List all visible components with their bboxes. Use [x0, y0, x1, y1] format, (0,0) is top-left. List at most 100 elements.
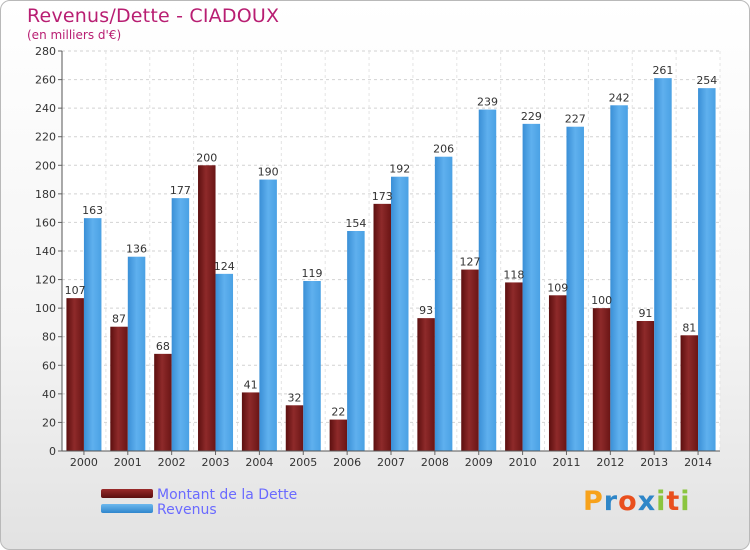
bar-revenus [391, 176, 409, 451]
y-tick-label: 20 [42, 416, 56, 429]
y-tick-label: 160 [35, 216, 56, 229]
bar-revenus [610, 105, 628, 452]
chart-subtitle: (en milliers d'€) [27, 28, 122, 42]
y-tick-label: 260 [35, 74, 56, 87]
data-label-revenus: 177 [170, 184, 191, 197]
legend-label-revenus: Revenus [157, 502, 217, 518]
data-label-dette: 68 [156, 340, 170, 353]
data-label-dette: 100 [591, 294, 612, 307]
y-tick-label: 60 [42, 359, 56, 372]
data-label-revenus: 124 [214, 260, 235, 273]
bar-dette [241, 392, 260, 451]
bar-dette [548, 295, 567, 451]
bar-revenus [259, 179, 277, 452]
logo-letter: P [583, 486, 604, 517]
data-label-revenus: 227 [565, 113, 586, 126]
legend-swatch-revenus [101, 504, 153, 513]
logo-letter: x [637, 486, 657, 517]
x-tick-label: 2002 [158, 456, 186, 469]
bar-dette [636, 321, 655, 451]
x-tick-label: 2005 [289, 456, 317, 469]
bar-revenus [478, 109, 497, 452]
bar-revenus [303, 281, 321, 451]
bar-revenus [347, 231, 365, 451]
data-label-dette: 22 [331, 406, 345, 419]
bar-revenus [434, 156, 453, 451]
data-label-revenus: 229 [521, 110, 542, 123]
y-tick-label: 220 [35, 131, 56, 144]
logo-letter: r [603, 486, 619, 517]
data-label-revenus: 242 [609, 91, 630, 104]
data-label-dette: 87 [112, 313, 126, 326]
data-label-dette: 81 [682, 321, 696, 334]
data-label-revenus: 190 [258, 166, 279, 179]
proxiti-logo: Proxiti [583, 486, 691, 517]
data-label-revenus: 192 [389, 163, 410, 176]
x-tick-label: 2003 [202, 456, 230, 469]
x-tick-label: 2004 [245, 456, 273, 469]
legend-label-dette: Montant de la Dette [157, 487, 298, 503]
data-label-revenus: 136 [126, 243, 147, 256]
y-tick-label: 200 [35, 159, 56, 172]
bar-dette [66, 298, 84, 451]
bar-revenus [654, 78, 672, 452]
bar-revenus [698, 88, 716, 452]
data-label-dette: 41 [244, 378, 258, 391]
data-label-dette: 127 [459, 256, 480, 269]
data-label-revenus: 261 [652, 64, 673, 77]
y-tick-label: 100 [35, 302, 56, 315]
chart-title: Revenus/Dette - CIADOUX [27, 5, 280, 27]
bar-revenus [171, 198, 190, 451]
bar-revenus [83, 218, 102, 451]
data-label-dette: 109 [547, 281, 568, 294]
bar-dette [417, 318, 435, 451]
x-tick-label: 2008 [421, 456, 449, 469]
bar-dette [461, 269, 479, 451]
y-tick-label: 280 [35, 45, 56, 58]
bar-dette [198, 165, 216, 452]
data-label-revenus: 119 [302, 267, 323, 280]
x-tick-label: 2001 [114, 456, 142, 469]
bar-dette [373, 203, 391, 451]
bar-revenus [522, 123, 541, 451]
y-tick-label: 140 [35, 245, 56, 258]
x-tick-label: 2009 [465, 456, 493, 469]
data-label-dette: 200 [196, 151, 217, 164]
y-tick-label: 40 [42, 388, 56, 401]
data-label-revenus: 254 [696, 74, 717, 87]
x-tick-label: 2012 [596, 456, 624, 469]
y-tick-label: 240 [35, 102, 56, 115]
bar-dette [329, 419, 348, 451]
y-tick-label: 120 [35, 274, 56, 287]
data-label-dette: 118 [503, 268, 524, 281]
data-label-dette: 93 [419, 304, 433, 317]
x-tick-label: 2011 [552, 456, 580, 469]
y-tick-label: 0 [49, 445, 56, 458]
bar-dette [505, 282, 523, 451]
logo-letter: t [666, 486, 681, 517]
legend-swatch-dette [101, 489, 153, 498]
data-label-dette: 91 [638, 307, 652, 320]
y-tick-label: 180 [35, 188, 56, 201]
bar-revenus [127, 256, 146, 451]
x-tick-label: 2013 [640, 456, 668, 469]
data-label-dette: 107 [65, 284, 86, 297]
y-tick-label: 80 [42, 331, 56, 344]
data-label-dette: 32 [288, 391, 302, 404]
data-label-revenus: 163 [82, 204, 103, 217]
logo-letter: i [656, 486, 667, 517]
logo-letter: i [680, 486, 691, 517]
data-label-revenus: 239 [477, 96, 498, 109]
x-tick-label: 2007 [377, 456, 405, 469]
bar-dette [680, 335, 699, 451]
bar-dette [110, 326, 128, 451]
bar-dette [592, 308, 611, 451]
x-tick-label: 2014 [684, 456, 712, 469]
x-tick-label: 2000 [70, 456, 98, 469]
bar-revenus [215, 273, 234, 451]
bar-revenus [566, 126, 584, 451]
x-tick-label: 2010 [509, 456, 537, 469]
bar-dette [285, 405, 304, 451]
